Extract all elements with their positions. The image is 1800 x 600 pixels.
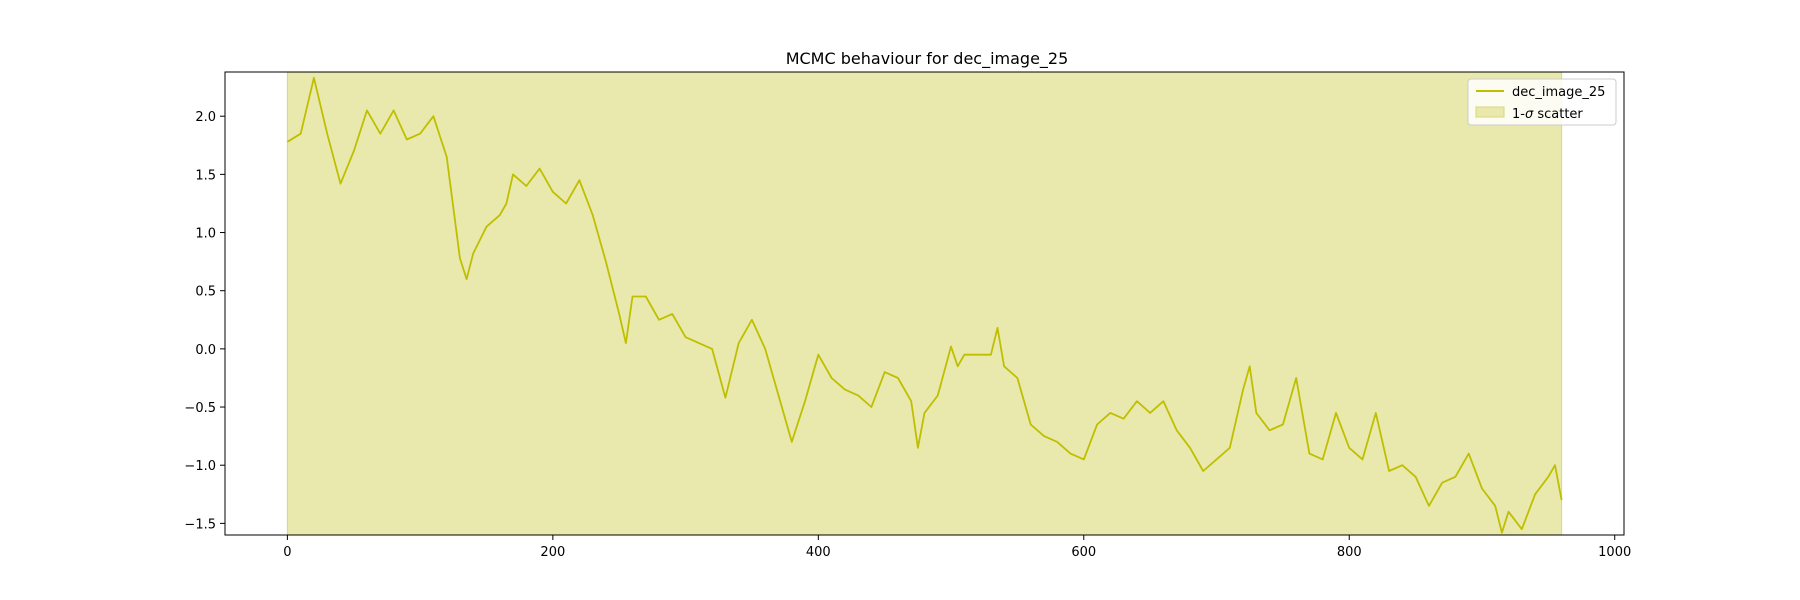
legend-line-label: dec_image_25 xyxy=(1512,85,1605,100)
y-tick-label: 0.5 xyxy=(195,285,216,300)
legend-box xyxy=(1467,78,1617,126)
y-tick-label: 2.0 xyxy=(195,110,216,125)
x-tick-label: 1000 xyxy=(1598,545,1631,560)
y-tick-label: −1.0 xyxy=(184,459,216,474)
legend-band-label-prefix: 1- xyxy=(1512,107,1525,122)
x-tick-label: 0 xyxy=(283,545,291,560)
scatter-band xyxy=(286,71,1563,536)
axes: 0 200 400 600 800 1000 −1.5 −1.0 −0.5 0.0 0.5 1.0 1.… xyxy=(184,71,1631,560)
legend-band-swatch xyxy=(1475,106,1505,118)
chart-title: MCMC behaviour for dec_image_25 xyxy=(786,49,1069,69)
legend: dec_image_25 1-σ scatter xyxy=(1467,78,1617,126)
y-tick-label: 0.0 xyxy=(195,343,216,358)
axes-frame xyxy=(224,71,1625,536)
x-tick-label: 800 xyxy=(1337,545,1362,560)
plot-area xyxy=(286,71,1563,536)
y-tick-label: −0.5 xyxy=(184,401,216,416)
x-tick-label: 200 xyxy=(540,545,565,560)
x-tick-label: 600 xyxy=(1071,545,1096,560)
legend-band-label-suffix: scatter xyxy=(1533,107,1583,122)
y-tick-label: 1.0 xyxy=(195,227,216,242)
y-tick-label: 1.5 xyxy=(195,168,216,183)
x-tick-label: 400 xyxy=(806,545,831,560)
y-tick-label: −1.5 xyxy=(184,517,216,532)
series-line-1 xyxy=(286,76,1563,534)
legend-band-label-sigma: σ xyxy=(1525,107,1534,122)
legend-band-label: 1-σ scatter xyxy=(1512,107,1583,122)
